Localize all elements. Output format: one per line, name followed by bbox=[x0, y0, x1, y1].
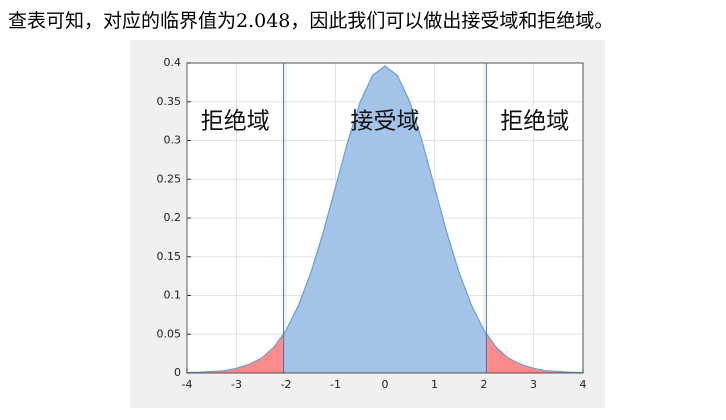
y-tick-label: 0.4 bbox=[164, 56, 182, 69]
curve bbox=[186, 65, 584, 374]
y-tick-label: 0.15 bbox=[157, 250, 182, 263]
y-tick-label: 0 bbox=[174, 366, 181, 379]
y-tick-label: 0.2 bbox=[164, 211, 182, 224]
y-tick-label: 0.1 bbox=[164, 289, 182, 302]
y-tick-label: 0.3 bbox=[164, 134, 182, 147]
paragraph: 查表可知，对应的临界值为2.048，因此我们可以做出接受域和拒绝域。 bbox=[8, 10, 614, 32]
y-tick-label: 0.05 bbox=[157, 327, 182, 340]
y-tick-label: 0.35 bbox=[157, 95, 182, 108]
x-tick-label: -2 bbox=[281, 378, 292, 391]
x-tick-label: 1 bbox=[431, 378, 438, 391]
x-tick-label: -3 bbox=[231, 378, 242, 391]
acceptance-area bbox=[283, 66, 487, 373]
region-label: 接受域 bbox=[351, 109, 420, 135]
axes-box bbox=[186, 62, 584, 374]
tail-area bbox=[187, 333, 284, 373]
x-tick-label: 3 bbox=[530, 378, 537, 391]
region-label: 拒绝域 bbox=[500, 109, 569, 135]
x-tick-label: -4 bbox=[182, 378, 193, 391]
x-tick-label: 4 bbox=[580, 378, 587, 391]
x-tick-label: 2 bbox=[481, 378, 488, 391]
x-tick-label: -1 bbox=[330, 378, 341, 391]
tail-area bbox=[486, 333, 583, 373]
x-tick-label: 0 bbox=[382, 378, 389, 391]
region-label: 拒绝域 bbox=[201, 109, 270, 135]
y-tick-label: 0.25 bbox=[157, 172, 182, 185]
